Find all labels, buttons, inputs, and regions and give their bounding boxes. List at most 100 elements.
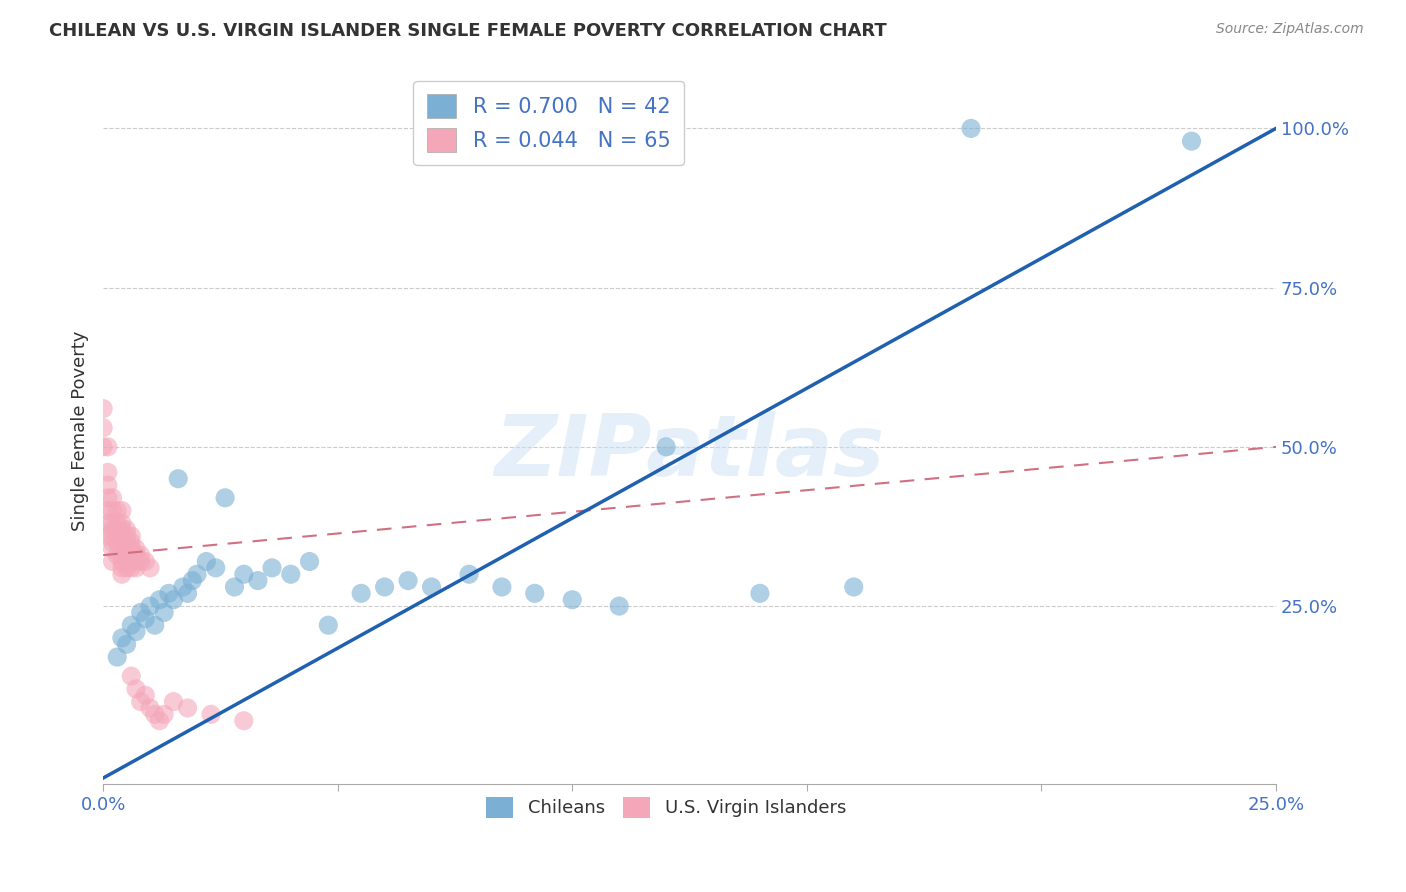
Point <box>115 535 138 549</box>
Point <box>97 516 120 531</box>
Point <box>101 535 124 549</box>
Point <box>111 516 134 531</box>
Point <box>91 440 114 454</box>
Point <box>148 714 170 728</box>
Point <box>105 516 128 531</box>
Point <box>280 567 302 582</box>
Point <box>101 491 124 505</box>
Point <box>101 554 124 568</box>
Y-axis label: Single Female Poverty: Single Female Poverty <box>72 331 89 531</box>
Point <box>125 554 148 568</box>
Point <box>134 612 156 626</box>
Point <box>97 478 120 492</box>
Point <box>162 695 184 709</box>
Point <box>120 541 142 556</box>
Text: Source: ZipAtlas.com: Source: ZipAtlas.com <box>1216 22 1364 37</box>
Point <box>97 503 120 517</box>
Point <box>111 541 134 556</box>
Point <box>172 580 194 594</box>
Point <box>105 529 128 543</box>
Point <box>111 529 134 543</box>
Point <box>176 701 198 715</box>
Point <box>148 592 170 607</box>
Point <box>115 548 138 562</box>
Point <box>125 561 148 575</box>
Point <box>318 618 340 632</box>
Point <box>153 707 176 722</box>
Point <box>111 631 134 645</box>
Point <box>125 548 148 562</box>
Point <box>120 669 142 683</box>
Point <box>111 561 134 575</box>
Point <box>105 523 128 537</box>
Point <box>1180 134 1202 148</box>
Point <box>91 401 114 416</box>
Point <box>396 574 419 588</box>
Point <box>181 574 204 588</box>
Point <box>120 561 142 575</box>
Point <box>129 695 152 709</box>
Point <box>129 606 152 620</box>
Point <box>960 121 983 136</box>
Point <box>120 618 142 632</box>
Point <box>139 599 162 613</box>
Point <box>105 535 128 549</box>
Point <box>655 440 678 454</box>
Point <box>232 567 254 582</box>
Point <box>134 554 156 568</box>
Point <box>111 548 134 562</box>
Point <box>129 554 152 568</box>
Point <box>129 548 152 562</box>
Point <box>842 580 865 594</box>
Point <box>153 606 176 620</box>
Point <box>101 503 124 517</box>
Point <box>246 574 269 588</box>
Point <box>186 567 208 582</box>
Point <box>176 586 198 600</box>
Point <box>97 440 120 454</box>
Point <box>115 529 138 543</box>
Point <box>420 580 443 594</box>
Point <box>111 503 134 517</box>
Point <box>214 491 236 505</box>
Point <box>115 554 138 568</box>
Point <box>125 541 148 556</box>
Point <box>200 707 222 722</box>
Point <box>111 554 134 568</box>
Point <box>97 466 120 480</box>
Point <box>260 561 283 575</box>
Point <box>125 624 148 639</box>
Point <box>162 592 184 607</box>
Point <box>115 561 138 575</box>
Point <box>125 681 148 696</box>
Point <box>134 688 156 702</box>
Point <box>204 561 226 575</box>
Point <box>298 554 321 568</box>
Point <box>607 599 630 613</box>
Point <box>143 618 166 632</box>
Point <box>195 554 218 568</box>
Point <box>143 707 166 722</box>
Point <box>91 421 114 435</box>
Point <box>101 516 124 531</box>
Point <box>115 637 138 651</box>
Point <box>120 535 142 549</box>
Legend: Chileans, U.S. Virgin Islanders: Chileans, U.S. Virgin Islanders <box>479 789 853 825</box>
Point <box>748 586 770 600</box>
Point <box>111 535 134 549</box>
Point <box>97 529 120 543</box>
Point <box>111 567 134 582</box>
Point <box>523 586 546 600</box>
Point <box>120 554 142 568</box>
Point <box>139 561 162 575</box>
Point <box>120 529 142 543</box>
Point <box>374 580 396 594</box>
Point <box>101 541 124 556</box>
Point <box>561 592 583 607</box>
Point <box>105 650 128 665</box>
Point <box>101 529 124 543</box>
Point <box>105 548 128 562</box>
Point <box>139 701 162 715</box>
Point <box>224 580 246 594</box>
Point <box>101 523 124 537</box>
